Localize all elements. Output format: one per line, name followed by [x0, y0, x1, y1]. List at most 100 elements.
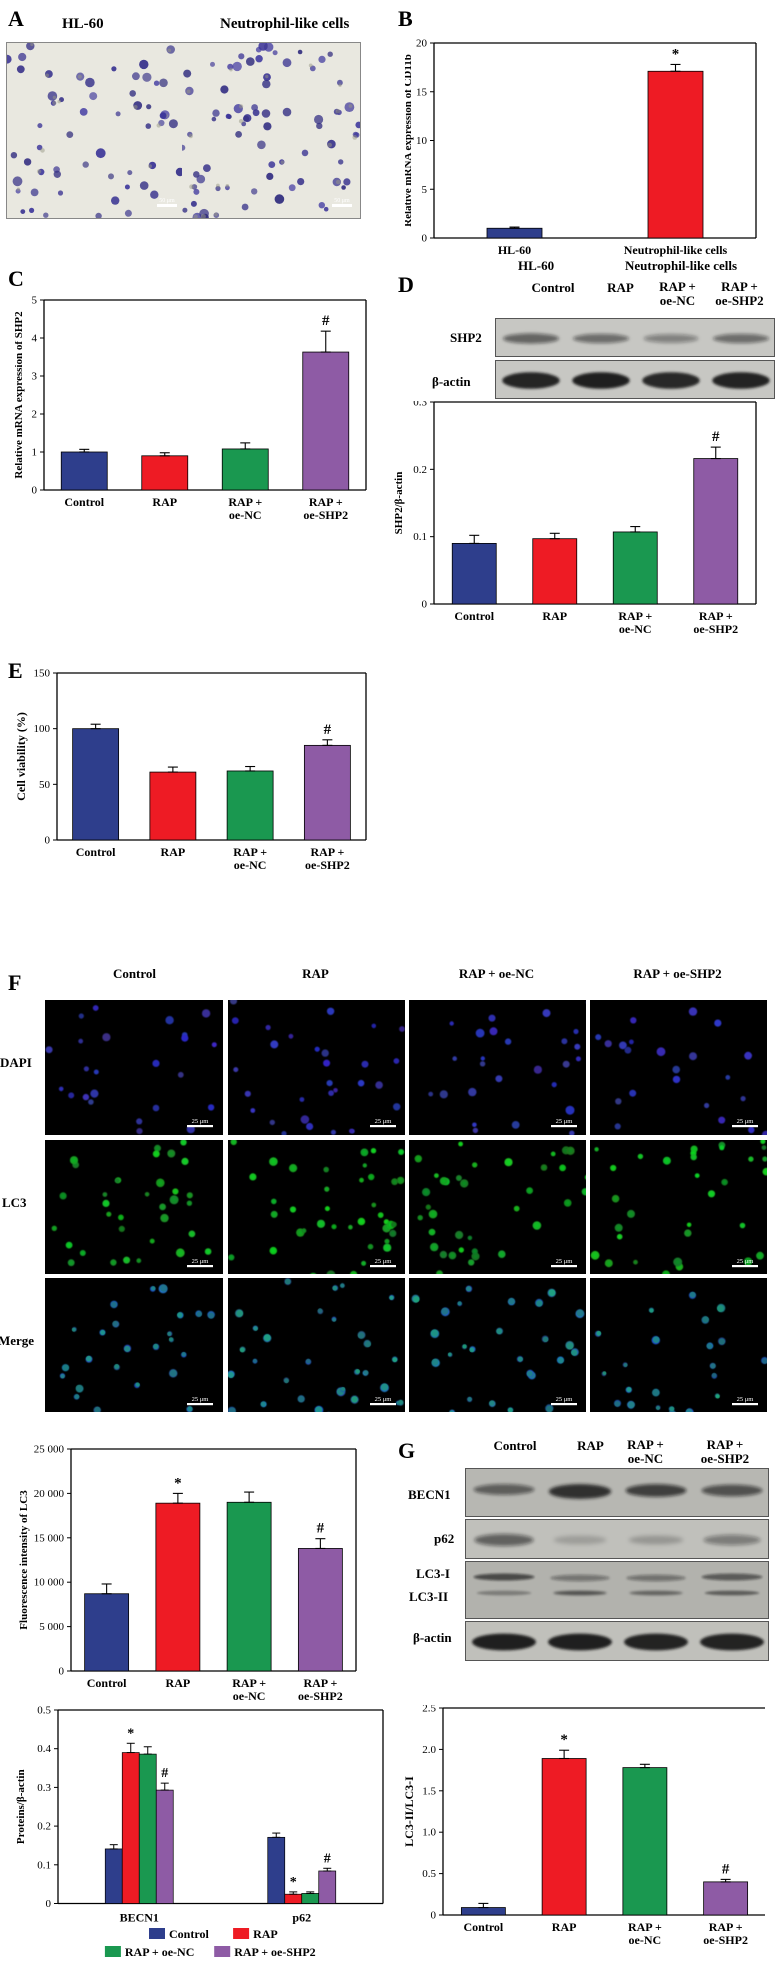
svg-text:1: 1 — [32, 447, 38, 459]
svg-text:25 000: 25 000 — [34, 1444, 65, 1456]
svg-text:*: * — [672, 46, 680, 62]
svg-text:0.2: 0.2 — [413, 464, 427, 476]
svg-text:*: * — [127, 1726, 134, 1741]
svg-text:RAP: RAP — [161, 845, 186, 859]
svg-text:p62: p62 — [292, 1911, 311, 1925]
svg-text:10: 10 — [416, 135, 428, 147]
svg-text:oe-NC: oe-NC — [234, 858, 267, 872]
svg-text:*: * — [290, 1875, 297, 1890]
svg-text:5: 5 — [422, 184, 428, 196]
svg-text:HL-60: HL-60 — [498, 243, 531, 257]
svg-text:0: 0 — [59, 1666, 65, 1678]
svg-text:1.5: 1.5 — [422, 1785, 436, 1797]
svg-text:0.3: 0.3 — [37, 1782, 51, 1794]
svg-text:Proteins/β-actin: Proteins/β-actin — [15, 1769, 27, 1844]
svg-text:RAP +: RAP + — [309, 495, 343, 509]
svg-text:2.5: 2.5 — [422, 1705, 436, 1715]
svg-text:RAP: RAP — [152, 495, 177, 509]
svg-text:5 000: 5 000 — [39, 1621, 64, 1633]
svg-text:RAP: RAP — [166, 1676, 191, 1690]
svg-text:oe-SHP2: oe-SHP2 — [298, 1689, 343, 1703]
svg-text:Neutrophil-like cells: Neutrophil-like cells — [624, 243, 728, 257]
svg-text:oe-NC: oe-NC — [233, 1689, 266, 1703]
svg-text:RAP +: RAP + — [628, 1920, 662, 1934]
svg-text:Control: Control — [76, 845, 116, 859]
svg-text:20: 20 — [416, 38, 428, 50]
svg-text:oe-NC: oe-NC — [629, 1933, 662, 1947]
svg-text:RAP +: RAP + — [233, 845, 267, 859]
svg-text:Relative mRNA expression of SH: Relative mRNA expression of SHP2 — [15, 311, 25, 479]
svg-text:RAP +: RAP + — [228, 495, 262, 509]
svg-text:50: 50 — [39, 779, 51, 791]
svg-text:oe-SHP2: oe-SHP2 — [305, 858, 350, 872]
svg-text:20 000: 20 000 — [34, 1488, 65, 1500]
svg-text:0.3: 0.3 — [413, 401, 427, 409]
svg-text:25 μm: 25 μm — [374, 1396, 391, 1403]
svg-text:oe-SHP2: oe-SHP2 — [703, 1933, 748, 1947]
svg-text:25 μm: 25 μm — [192, 1396, 209, 1403]
svg-text:2.0: 2.0 — [422, 1744, 436, 1756]
svg-text:BECN1: BECN1 — [120, 1911, 159, 1925]
svg-text:RAP: RAP — [253, 1927, 278, 1941]
svg-text:RAP +: RAP + — [709, 1920, 743, 1934]
svg-text:100: 100 — [34, 723, 51, 735]
svg-text:oe-NC: oe-NC — [619, 622, 652, 636]
svg-text:50 μm: 50 μm — [334, 198, 350, 204]
svg-text:*: * — [560, 1732, 568, 1748]
svg-text:#: # — [161, 1766, 168, 1781]
svg-text:0.5: 0.5 — [37, 1705, 51, 1717]
svg-text:RAP +: RAP + — [303, 1676, 337, 1690]
svg-text:50 μm: 50 μm — [159, 198, 175, 204]
svg-text:Control: Control — [64, 495, 104, 509]
svg-text:RAP +: RAP + — [618, 609, 652, 623]
svg-text:oe-SHP2: oe-SHP2 — [693, 622, 738, 636]
svg-text:*: * — [174, 1475, 182, 1491]
svg-text:10 000: 10 000 — [34, 1577, 65, 1589]
svg-text:#: # — [324, 1851, 331, 1866]
svg-text:RAP: RAP — [542, 609, 567, 623]
svg-text:25 μm: 25 μm — [555, 1258, 572, 1265]
svg-text:Cell viability (%): Cell viability (%) — [15, 712, 28, 801]
svg-text:3: 3 — [32, 371, 38, 383]
svg-text:0: 0 — [46, 1898, 52, 1910]
svg-text:15: 15 — [416, 86, 428, 98]
svg-text:25 μm: 25 μm — [374, 1258, 391, 1265]
svg-text:0.4: 0.4 — [37, 1743, 51, 1755]
svg-text:0: 0 — [45, 835, 51, 847]
svg-text:25 μm: 25 μm — [736, 1396, 753, 1403]
svg-text:Fluorescence intensity of LC3: Fluorescence intensity of LC3 — [18, 1490, 30, 1630]
svg-text:0: 0 — [431, 1910, 437, 1922]
svg-text:Control: Control — [169, 1927, 209, 1941]
svg-text:25 μm: 25 μm — [555, 1118, 572, 1125]
svg-text:#: # — [324, 722, 332, 738]
svg-text:5: 5 — [32, 295, 38, 307]
svg-text:SHP2/β-actin: SHP2/β-actin — [393, 472, 405, 535]
svg-text:oe-SHP2: oe-SHP2 — [303, 508, 348, 522]
svg-text:1.0: 1.0 — [422, 1827, 436, 1839]
svg-text:4: 4 — [32, 333, 38, 345]
svg-text:25 μm: 25 μm — [736, 1118, 753, 1125]
svg-text:#: # — [317, 1521, 325, 1537]
svg-text:0: 0 — [422, 599, 428, 611]
svg-text:0: 0 — [422, 233, 428, 245]
svg-text:oe-NC: oe-NC — [229, 508, 262, 522]
svg-text:0.5: 0.5 — [422, 1868, 436, 1880]
svg-text:2: 2 — [32, 409, 38, 421]
svg-text:25 μm: 25 μm — [555, 1396, 572, 1403]
svg-text:0: 0 — [32, 485, 38, 497]
svg-text:25 μm: 25 μm — [736, 1258, 753, 1265]
svg-text:RAP +: RAP + — [699, 609, 733, 623]
svg-text:RAP + oe-NC: RAP + oe-NC — [125, 1945, 194, 1959]
svg-text:RAP + oe-SHP2: RAP + oe-SHP2 — [234, 1945, 316, 1959]
svg-text:LC3-II/LC3-I: LC3-II/LC3-I — [405, 1776, 416, 1847]
svg-text:#: # — [722, 1861, 730, 1877]
svg-text:#: # — [712, 429, 720, 445]
svg-text:RAP +: RAP + — [232, 1676, 266, 1690]
svg-text:0.2: 0.2 — [37, 1821, 51, 1833]
svg-text:Control: Control — [87, 1676, 127, 1690]
svg-text:0.1: 0.1 — [37, 1859, 51, 1871]
svg-text:RAP: RAP — [552, 1920, 577, 1934]
svg-text:25 μm: 25 μm — [374, 1118, 391, 1125]
svg-text:15 000: 15 000 — [34, 1532, 65, 1544]
svg-text:0.1: 0.1 — [413, 531, 427, 543]
